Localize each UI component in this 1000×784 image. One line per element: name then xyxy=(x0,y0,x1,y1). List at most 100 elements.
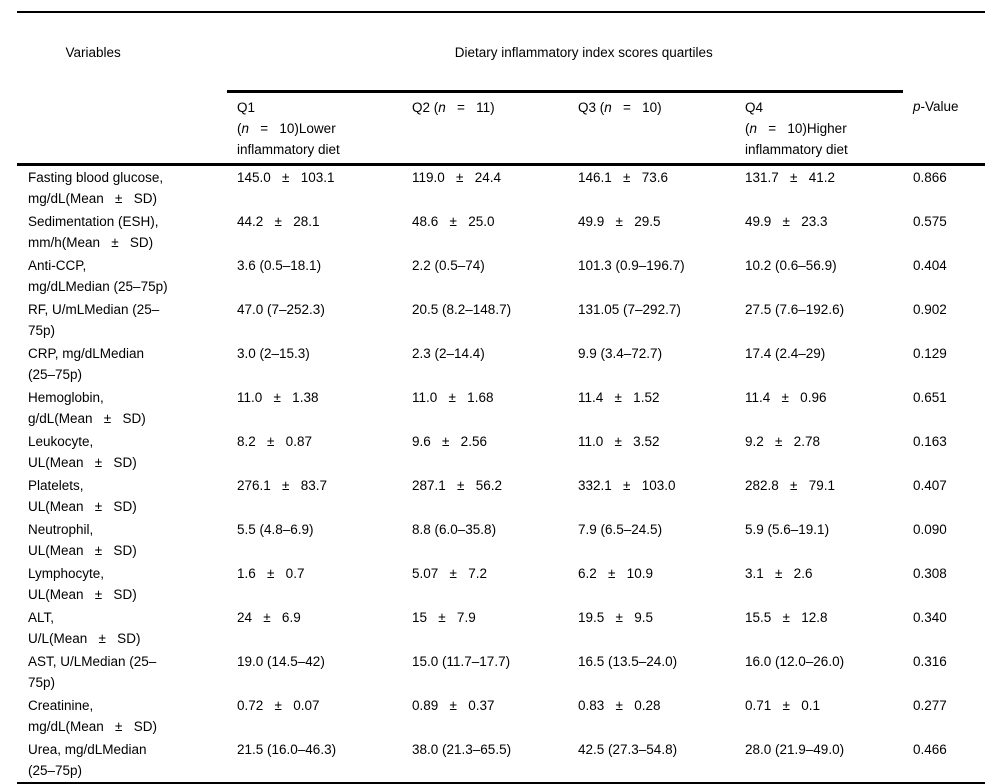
table-row: Sedimentation (ESH), mm/h(Mean ± SD) 44.2… xyxy=(17,210,985,254)
q2-cell: 48.6 ± 25.0 xyxy=(412,214,495,229)
header-row-top: Variables Dietary inflammatory index sco… xyxy=(17,12,985,166)
q4-cell: 5.9 (5.6–19.1) xyxy=(745,522,830,537)
variable-cell: Anti-CCP, mg/dLMedian (25–75p) xyxy=(28,258,168,294)
q4-cell: 15.5 ± 12.8 xyxy=(745,610,828,625)
q1-cell: 21.5 (16.0–46.3) xyxy=(237,742,337,757)
variable-cell: Leukocyte, UL(Mean ± SD) xyxy=(28,434,137,470)
q3-cell: 0.83 ± 0.28 xyxy=(578,698,661,713)
q1-cell: 47.0 (7–252.3) xyxy=(237,302,325,317)
q1-cell: 19.0 (14.5–42) xyxy=(237,654,325,669)
table-row: CRP, mg/dLMedian (25–75p) 3.0 (2–15.3) 2.3… xyxy=(17,342,985,386)
variable-cell: AST, U/LMedian (25– 75p) xyxy=(28,654,157,690)
table-row: Fasting blood glucose, mg/dL(Mean ± SD) 1… xyxy=(17,165,985,211)
table-row: RF, U/mLMedian (25– 75p) 47.0 (7–252.3) 20… xyxy=(17,298,985,342)
q1-cell: 3.0 (2–15.3) xyxy=(237,346,310,361)
q4-cell: 131.7 ± 41.2 xyxy=(745,170,835,185)
p-value-cell: 0.316 xyxy=(913,654,947,669)
quartiles-title: Dietary inflammatory index scores quarti… xyxy=(454,45,713,60)
q4-cell: 9.2 ± 2.78 xyxy=(745,434,820,449)
italic-n: n xyxy=(241,121,250,136)
q4-column-header: Q4 (n = 10)Higher inflammatory diet xyxy=(735,91,903,166)
q3-cell: 49.9 ± 29.5 xyxy=(578,214,661,229)
q2-cell: 8.8 (6.0–35.8) xyxy=(412,522,497,537)
p-value-cell: 0.407 xyxy=(913,478,947,493)
italic-n: n xyxy=(438,100,446,115)
q4-cell: 16.0 (12.0–26.0) xyxy=(745,654,845,669)
paper-table-container: Variables Dietary inflammatory index sco… xyxy=(17,11,985,784)
p-value-cell: 0.466 xyxy=(913,742,947,757)
q2-cell: 15 ± 7.9 xyxy=(412,610,476,625)
table-row: Leukocyte, UL(Mean ± SD) 8.2 ± 0.87 9.6 ± … xyxy=(17,430,985,474)
q3-cell: 19.5 ± 9.5 xyxy=(578,610,653,625)
q1-cell: 24 ± 6.9 xyxy=(237,610,301,625)
p-value-cell: 0.902 xyxy=(913,302,947,317)
q3-column-header: Q3 (n = 10) xyxy=(568,91,735,166)
variable-cell: Sedimentation (ESH), mm/h(Mean ± SD) xyxy=(28,214,159,250)
q3-cell: 42.5 (27.3–54.8) xyxy=(578,742,678,757)
variable-cell: CRP, mg/dLMedian (25–75p) xyxy=(28,346,145,382)
p-value-column-header: p-Value xyxy=(903,91,985,166)
q2-cell: 5.07 ± 7.2 xyxy=(412,566,487,581)
q2-cell: 287.1 ± 56.2 xyxy=(412,478,502,493)
q1-column-header: Q1 (n = 10)Lower inflammatory diet xyxy=(227,91,402,166)
table-row: Hemoglobin, g/dL(Mean ± SD) 11.0 ± 1.38 11… xyxy=(17,386,985,430)
variable-cell: Hemoglobin, g/dL(Mean ± SD) xyxy=(28,390,146,426)
q4-cell: 3.1 ± 2.6 xyxy=(745,566,813,581)
q4-cell: 0.71 ± 0.1 xyxy=(745,698,820,713)
q3-cell: 11.0 ± 3.52 xyxy=(578,434,660,449)
q2-cell: 2.3 (2–14.4) xyxy=(412,346,485,361)
p-value-cell: 0.575 xyxy=(913,214,947,229)
q3-cell: 131.05 (7–292.7) xyxy=(578,302,681,317)
variable-cell: ALT, U/L(Mean ± SD) xyxy=(28,610,141,646)
p-value-cell: 0.651 xyxy=(913,390,947,405)
p-value-cell: 0.129 xyxy=(913,346,947,361)
q2-cell: 0.89 ± 0.37 xyxy=(412,698,495,713)
q2-cell: 11.0 ± 1.68 xyxy=(412,390,494,405)
table-row: Lymphocyte, UL(Mean ± SD) 1.6 ± 0.7 5.07 ±… xyxy=(17,562,985,606)
table-row: AST, U/LMedian (25– 75p) 19.0 (14.5–42) 15… xyxy=(17,650,985,694)
q1-cell: 8.2 ± 0.87 xyxy=(237,434,312,449)
variables-column-header: Variables xyxy=(17,12,227,166)
q2-cell: 9.6 ± 2.56 xyxy=(412,434,487,449)
quartiles-span-header: Dietary inflammatory index scores quarti… xyxy=(227,12,903,93)
q4-cell: 10.2 (0.6–56.9) xyxy=(745,258,837,273)
italic-n: n xyxy=(604,100,612,115)
q1-cell: 0.72 ± 0.07 xyxy=(237,698,320,713)
q4-cell: 11.4 ± 0.96 xyxy=(745,390,827,405)
variable-cell: Fasting blood glucose, mg/dL(Mean ± SD) xyxy=(28,170,164,206)
italic-n: n xyxy=(749,121,758,136)
q3-cell: 101.3 (0.9–196.7) xyxy=(578,258,685,273)
q3-cell: 332.1 ± 103.0 xyxy=(578,478,676,493)
q1-cell: 276.1 ± 83.7 xyxy=(237,478,327,493)
p-value-cell: 0.404 xyxy=(913,258,947,273)
q2-cell: 119.0 ± 24.4 xyxy=(412,170,501,185)
q4-cell: 17.4 (2.4–29) xyxy=(745,346,826,361)
q2-cell: 2.2 (0.5–74) xyxy=(412,258,485,273)
q1-cell: 3.6 (0.5–18.1) xyxy=(237,258,322,273)
q2-cell: 38.0 (21.3–65.5) xyxy=(412,742,512,757)
q3-cell: 9.9 (3.4–72.7) xyxy=(578,346,663,361)
table-row: ALT, U/L(Mean ± SD) 24 ± 6.9 15 ± 7.9 19.5 … xyxy=(17,606,985,650)
p-value-cell: 0.308 xyxy=(913,566,947,581)
table-row: Platelets, UL(Mean ± SD) 276.1 ± 83.7 287.… xyxy=(17,474,985,518)
table-row: Neutrophil, UL(Mean ± SD) 5.5 (4.8–6.9) 8.… xyxy=(17,518,985,562)
q4-cell: 28.0 (21.9–49.0) xyxy=(745,742,845,757)
q4-cell: 27.5 (7.6–192.6) xyxy=(745,302,845,317)
variable-cell: Platelets, UL(Mean ± SD) xyxy=(28,478,137,514)
q3-cell: 7.9 (6.5–24.5) xyxy=(578,522,663,537)
table-row: Anti-CCP, mg/dLMedian (25–75p) 3.6 (0.5–1… xyxy=(17,254,985,298)
table-body: Fasting blood glucose, mg/dL(Mean ± SD) 1… xyxy=(17,165,985,784)
p-value-cell: 0.090 xyxy=(913,522,947,537)
italic-p: p xyxy=(913,98,921,114)
q3-cell: 16.5 (13.5–24.0) xyxy=(578,654,678,669)
p-value-cell: 0.866 xyxy=(913,170,947,185)
variables-label: Variables xyxy=(65,45,121,60)
variable-cell: Neutrophil, UL(Mean ± SD) xyxy=(28,522,137,558)
q4-cell: 49.9 ± 23.3 xyxy=(745,214,828,229)
q2-cell: 15.0 (11.7–17.7) xyxy=(412,654,511,669)
dietary-inflammatory-index-table: Variables Dietary inflammatory index sco… xyxy=(17,11,985,784)
variable-cell: RF, U/mLMedian (25– 75p) xyxy=(28,302,160,338)
q1-cell: 5.5 (4.8–6.9) xyxy=(237,522,314,537)
p-value-cell: 0.277 xyxy=(913,698,947,713)
q1-cell: 11.0 ± 1.38 xyxy=(237,390,319,405)
